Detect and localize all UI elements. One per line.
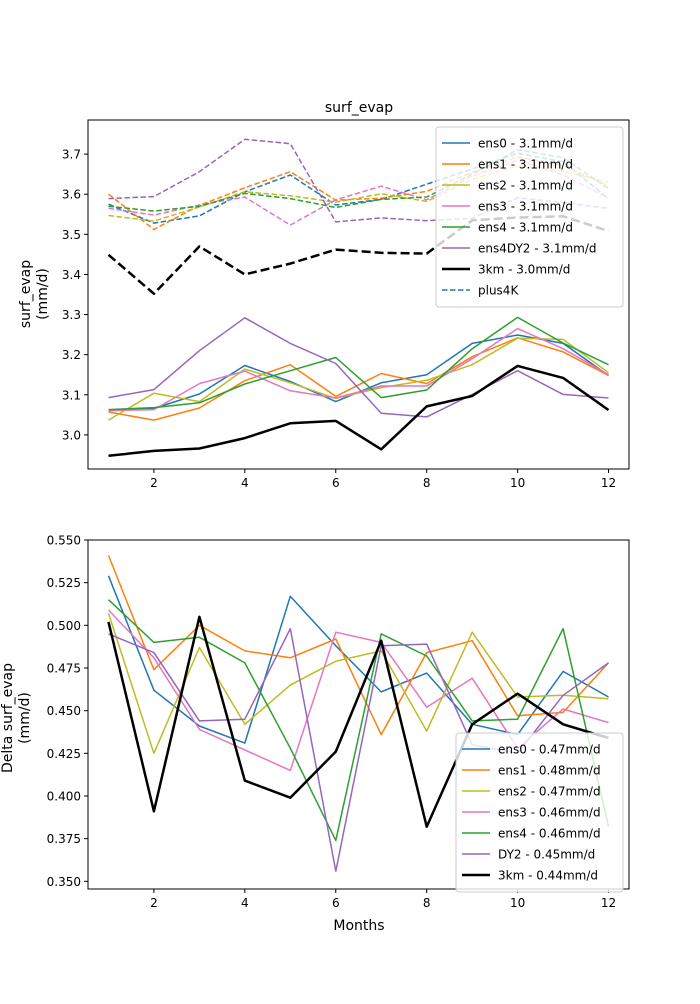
legend-label: plus4K (478, 284, 519, 298)
x-tick-label: 8 (423, 476, 431, 490)
y-tick-label: 0.425 (47, 747, 81, 761)
x-tick-label: 6 (332, 896, 340, 910)
delta-surf-evap-panel: Delta surf_evap (mm/d) Months 2 4 6 8 10 12 0.… (0, 534, 630, 934)
y-tick-label: 0.525 (47, 576, 81, 590)
y-axis-label-line1: surf_evap (18, 260, 34, 328)
legend-box (455, 732, 624, 893)
x-axis-label: Months (333, 918, 384, 934)
x-tick-label: 4 (241, 476, 249, 490)
series-line-ens2-plus4k (108, 164, 609, 222)
legend-label: ens2 - 0.47mm/d (498, 785, 601, 799)
series-line-ens0 (107, 575, 609, 744)
y-tick-label: 3.0 (62, 428, 81, 442)
y-tick-label: 3.2 (62, 348, 81, 362)
series-line-ens4 (108, 316, 609, 411)
series-line-3km (107, 615, 609, 828)
legend-label: ens2 - 3.1mm/d (478, 179, 573, 193)
series-line-ens2 (107, 613, 609, 755)
legend-label: ens4 - 3.1mm/d (478, 221, 573, 235)
y-axis-label-line2: (mm/d) (17, 692, 33, 744)
plot-frame (87, 119, 630, 470)
x-tick-label: 2 (150, 476, 158, 490)
x-tick-label: 10 (510, 896, 525, 910)
legend-label: ens4 - 0.46mm/d (498, 827, 601, 841)
series-line-ens1 (107, 555, 610, 736)
y-tick-label: 3.7 (62, 148, 81, 162)
series-line-3km (108, 364, 610, 458)
x-tick-label: 6 (332, 476, 340, 490)
surf-evap-panel: surf_evap surf_evap (mm/d) 2 4 6 8 10 12 3.0 3.… (18, 100, 630, 490)
series-line-ens4dy2 (108, 317, 609, 418)
series-line-ens3 (108, 327, 609, 412)
x-tick-label: 4 (241, 896, 249, 910)
x-tick-label: 10 (510, 476, 525, 490)
y-axis-label-line2: (mm/d) (35, 268, 51, 320)
y-tick-label: 3.1 (62, 388, 81, 402)
legend-label: ens0 - 3.1mm/d (478, 137, 573, 151)
plot-frame (87, 539, 630, 890)
legend-label: DY2 - 0.45mm/d (498, 848, 595, 862)
series-line-ens0-plus4k (108, 152, 609, 224)
legend-label: ens4DY2 - 3.1mm/d (478, 242, 597, 256)
y-tick-label: 0.350 (47, 875, 81, 889)
y-tick-label: 0.475 (47, 661, 81, 675)
y-axis-label-line1: Delta surf_evap (0, 663, 16, 773)
legend-box (435, 126, 624, 308)
legend-label: ens3 - 0.46mm/d (498, 806, 601, 820)
series-line-ens1 (108, 337, 609, 421)
x-tick-label: 12 (601, 896, 616, 910)
legend-label: 3km - 3.0mm/d (478, 263, 570, 277)
legend-label: ens3 - 3.1mm/d (478, 200, 573, 214)
y-tick-label: 3.5 (62, 228, 81, 242)
x-tick-label: 8 (423, 896, 431, 910)
y-tick-label: 0.550 (47, 534, 81, 548)
legend-label: ens0 - 0.47mm/d (498, 743, 601, 757)
series-line-ens2 (108, 337, 609, 421)
legend-label: 3km - 0.44mm/d (498, 869, 598, 883)
y-tick-label: 3.6 (62, 188, 81, 202)
y-tick-label: 3.4 (62, 268, 81, 282)
series-line-ens4 (107, 599, 610, 842)
legend-label: ens1 - 0.48mm/d (498, 764, 601, 778)
chart-title: surf_evap (325, 100, 393, 116)
y-tick-label: 0.375 (47, 832, 81, 846)
y-tick-label: 0.450 (47, 704, 81, 718)
x-tick-label: 12 (601, 476, 616, 490)
legend-label: ens1 - 3.1mm/d (478, 158, 573, 172)
y-tick-label: 0.500 (47, 619, 81, 633)
x-tick-label: 2 (150, 896, 158, 910)
y-tick-label: 3.3 (62, 308, 81, 322)
y-tick-label: 0.400 (47, 789, 81, 803)
